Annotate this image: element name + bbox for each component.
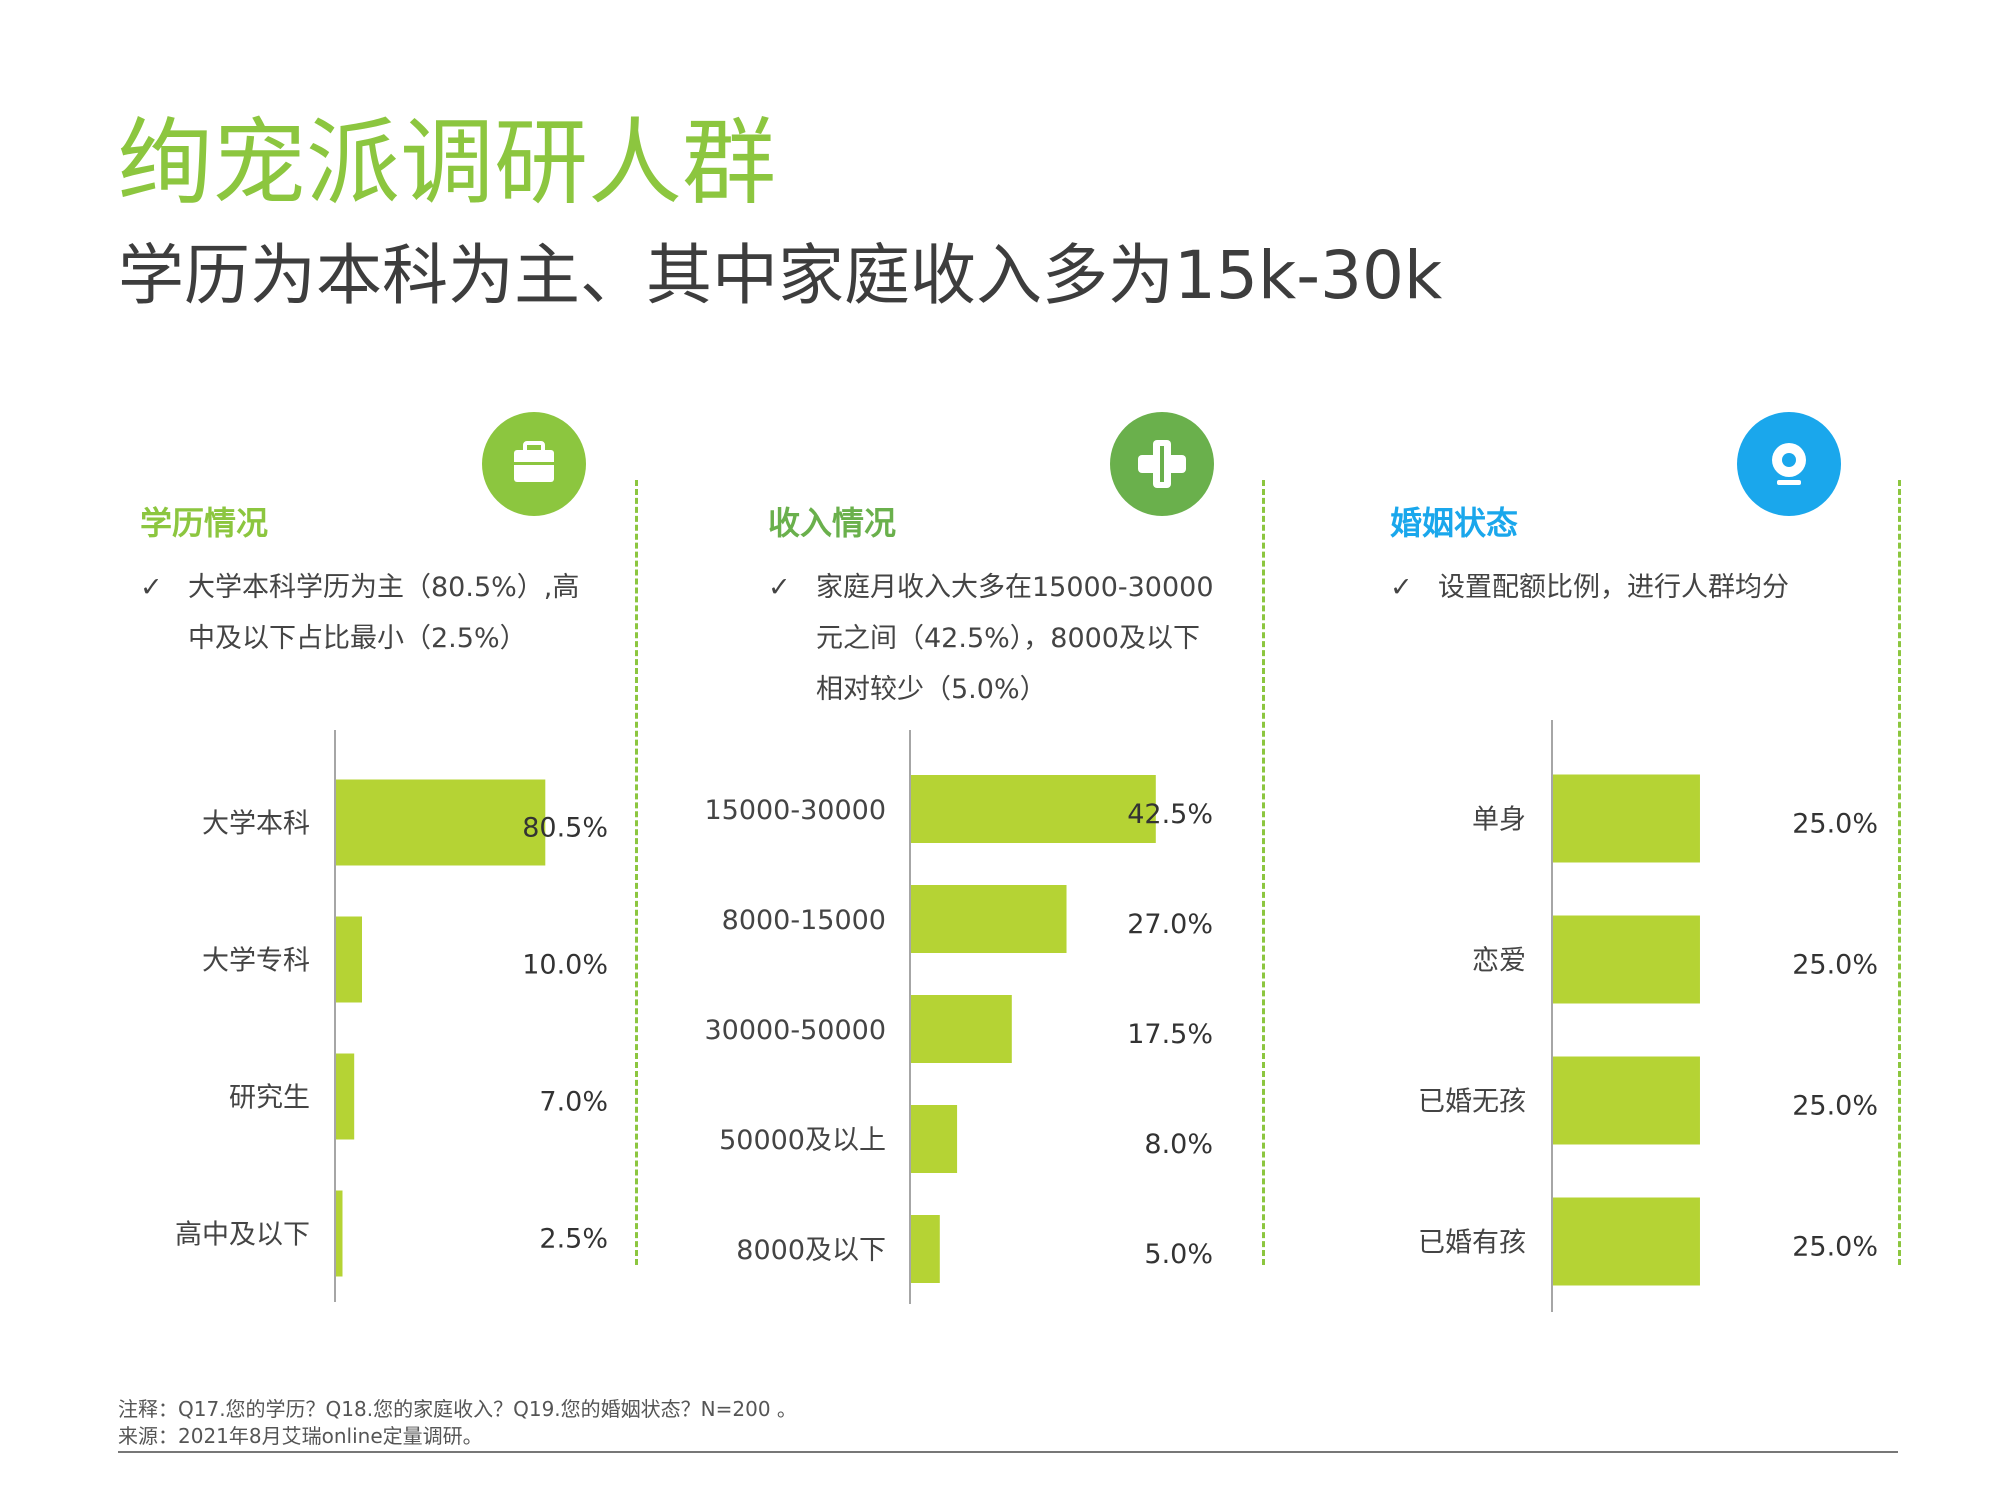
value-label: 2.5% — [539, 1224, 608, 1255]
category-label: 恋爱 — [1472, 946, 1526, 977]
value-label: 25.0% — [1792, 1091, 1878, 1122]
bar — [336, 1190, 343, 1277]
bar — [1553, 1197, 1700, 1286]
footnote: 注释：Q17.您的学历？Q18.您的家庭收入？Q19.您的婚姻状态？N=200 … — [118, 1397, 797, 1421]
category-label: 8000-15000 — [722, 905, 886, 936]
divider-1 — [635, 480, 638, 1265]
marital-panel: 婚姻状态 ✓ 设置配额比例，进行人群均分 — [1320, 400, 1920, 1300]
category-label: 已婚无孩 — [1418, 1087, 1526, 1118]
value-label: 42.5% — [1127, 799, 1213, 830]
footer-divider — [118, 1451, 1898, 1453]
bar — [911, 1215, 940, 1283]
source-note: 来源：2021年8月艾瑞online定量调研。 — [118, 1424, 483, 1448]
bar — [911, 775, 1156, 843]
value-label: 25.0% — [1792, 809, 1878, 840]
bar — [1553, 915, 1700, 1004]
value-label: 5.0% — [1144, 1239, 1213, 1270]
income-panel: 收入情况 ✓ 家庭月收入大多在15000-30000 元之间（42.5%），80… — [690, 400, 1290, 1300]
bar — [1553, 774, 1700, 863]
value-label: 8.0% — [1144, 1129, 1213, 1160]
value-label: 25.0% — [1792, 1232, 1878, 1263]
value-label: 27.0% — [1127, 909, 1213, 940]
education-bar-chart: 大学本科 80.5% 大学专科 10.0% 研究生 7.0% 高中及以下 2.5% — [175, 730, 608, 1302]
value-label: 17.5% — [1127, 1019, 1213, 1050]
category-label: 30000-50000 — [704, 1015, 886, 1046]
value-label: 25.0% — [1792, 950, 1878, 981]
income-bullet: ✓ 家庭月收入大多在15000-30000 元之间（42.5%），8000及以下… — [768, 562, 1288, 722]
page-title: 绚宠派调研人群 — [118, 109, 777, 218]
income-bullet-line-3: 相对较少（5.0%） — [816, 674, 1047, 705]
value-label: 10.0% — [522, 950, 608, 981]
checkmark-icon: ✓ — [768, 572, 791, 603]
value-label: 80.5% — [522, 813, 608, 844]
checkmark-icon: ✓ — [1390, 572, 1413, 603]
income-heading: 收入情况 — [768, 504, 897, 542]
education-bullet-line-1: 大学本科学历为主（80.5%）,高 — [188, 572, 580, 603]
medical-cross-icon — [1110, 412, 1214, 516]
category-label: 大学本科 — [202, 809, 310, 840]
category-label: 单身 — [1472, 805, 1526, 836]
category-label: 8000及以下 — [736, 1235, 886, 1266]
divider-2 — [1262, 480, 1265, 1265]
marital-bullet: ✓ 设置配额比例，进行人群均分 — [1390, 562, 1910, 622]
income-bar-chart: 15000-30000 42.5% 8000-15000 27.0% 30000-500… — [704, 730, 1213, 1304]
category-label: 高中及以下 — [175, 1220, 310, 1251]
category-label: 大学专科 — [202, 946, 310, 977]
bar — [336, 916, 362, 1003]
divider-3 — [1898, 480, 1901, 1265]
page-subtitle: 学历为本科为主、其中家庭收入多为15k-30k — [118, 237, 1443, 314]
category-label: 50000及以上 — [719, 1125, 886, 1156]
education-bullet-line-2: 中及以下占比最小（2.5%） — [188, 623, 527, 654]
bar — [911, 995, 1012, 1063]
briefcase-icon — [482, 412, 586, 516]
education-bullet: ✓ 大学本科学历为主（80.5%）,高 中及以下占比最小（2.5%） — [140, 562, 620, 672]
bar — [1553, 1056, 1700, 1145]
category-label: 研究生 — [229, 1083, 310, 1114]
category-label: 15000-30000 — [704, 795, 886, 826]
checkmark-icon: ✓ — [140, 572, 163, 603]
bar — [911, 885, 1067, 953]
bar — [336, 1053, 355, 1140]
income-bullet-line-1: 家庭月收入大多在15000-30000 — [816, 572, 1214, 603]
category-label: 已婚有孩 — [1418, 1228, 1526, 1259]
education-heading: 学历情况 — [140, 504, 269, 542]
value-label: 7.0% — [539, 1087, 608, 1118]
marital-heading: 婚姻状态 — [1390, 504, 1519, 542]
bar — [911, 1105, 958, 1173]
marital-bar-chart: 单身 25.0% 恋爱 25.0% 已婚无孩 25.0% 已婚有孩 25.0% — [1418, 720, 1878, 1312]
marital-bullet-line-1: 设置配额比例，进行人群均分 — [1438, 572, 1789, 603]
webcam-icon — [1737, 412, 1841, 516]
education-panel: 学历情况 ✓ 大学本科学历为主（80.5%）,高 中及以下占比最小（2.5%） — [0, 400, 660, 1300]
bar — [336, 779, 546, 866]
income-bullet-line-2: 元之间（42.5%），8000及以下 — [816, 623, 1200, 654]
